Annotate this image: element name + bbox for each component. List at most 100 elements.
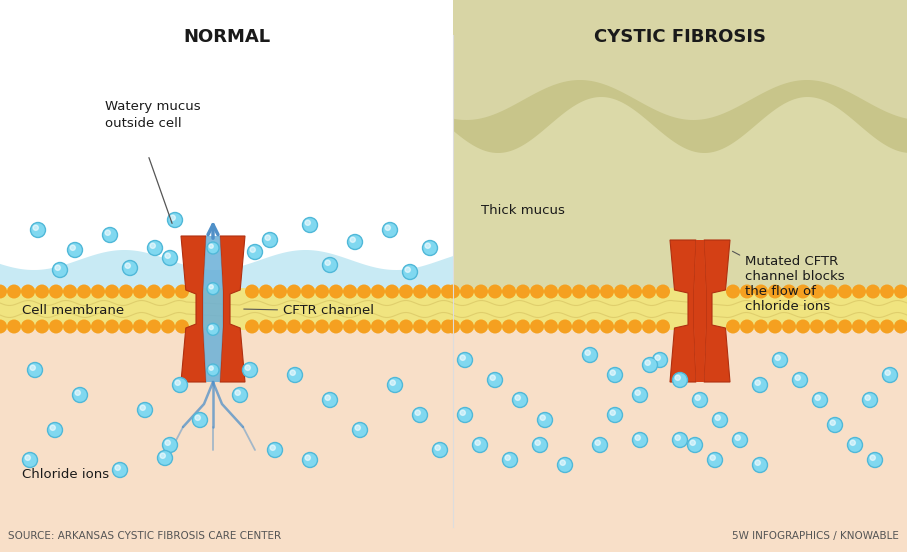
Circle shape <box>652 353 668 368</box>
Circle shape <box>610 370 615 375</box>
Circle shape <box>446 284 460 299</box>
Circle shape <box>102 227 118 242</box>
Circle shape <box>413 284 427 299</box>
Polygon shape <box>704 240 730 382</box>
Circle shape <box>122 261 138 275</box>
Circle shape <box>210 366 213 370</box>
Circle shape <box>672 373 688 388</box>
Circle shape <box>21 320 35 333</box>
Circle shape <box>726 320 740 333</box>
Text: Thick mucus: Thick mucus <box>481 204 565 216</box>
Circle shape <box>693 392 707 407</box>
Circle shape <box>49 320 63 333</box>
Circle shape <box>168 213 182 227</box>
Circle shape <box>488 320 502 333</box>
Circle shape <box>502 284 516 299</box>
Circle shape <box>675 375 680 380</box>
Circle shape <box>119 284 133 299</box>
Circle shape <box>460 410 465 415</box>
Polygon shape <box>0 45 453 288</box>
Circle shape <box>515 395 521 400</box>
Circle shape <box>838 320 852 333</box>
Circle shape <box>585 350 590 355</box>
Circle shape <box>165 253 171 258</box>
Circle shape <box>77 320 91 333</box>
Circle shape <box>753 378 767 392</box>
Circle shape <box>161 320 175 333</box>
Circle shape <box>782 284 796 299</box>
Circle shape <box>754 284 768 299</box>
Text: Watery mucus
outside cell: Watery mucus outside cell <box>105 100 200 130</box>
Circle shape <box>210 244 213 248</box>
Text: CFTR channel: CFTR channel <box>244 305 374 317</box>
Circle shape <box>710 455 716 460</box>
Circle shape <box>405 267 410 272</box>
Circle shape <box>600 320 614 333</box>
Circle shape <box>63 284 77 299</box>
Circle shape <box>273 320 287 333</box>
Circle shape <box>125 263 131 268</box>
Polygon shape <box>694 240 706 382</box>
Circle shape <box>838 284 852 299</box>
Circle shape <box>207 323 219 335</box>
Circle shape <box>175 380 180 385</box>
Circle shape <box>824 320 838 333</box>
Circle shape <box>610 410 615 415</box>
Circle shape <box>690 440 696 445</box>
Circle shape <box>175 284 189 299</box>
Circle shape <box>768 284 782 299</box>
Circle shape <box>138 402 152 417</box>
Circle shape <box>572 284 586 299</box>
Circle shape <box>756 380 760 385</box>
Circle shape <box>301 284 315 299</box>
Circle shape <box>35 320 49 333</box>
Circle shape <box>635 435 640 440</box>
Text: Mutated CFTR
channel blocks
the flow of
chloride ions: Mutated CFTR channel blocks the flow of … <box>733 251 844 313</box>
Circle shape <box>357 284 371 299</box>
Circle shape <box>175 320 189 333</box>
Circle shape <box>793 373 807 388</box>
Circle shape <box>55 265 61 270</box>
Polygon shape <box>220 236 245 382</box>
Circle shape <box>894 284 907 299</box>
Circle shape <box>656 284 670 299</box>
Circle shape <box>305 455 310 460</box>
Circle shape <box>268 443 282 458</box>
Circle shape <box>675 435 680 440</box>
Circle shape <box>460 284 474 299</box>
Circle shape <box>119 320 133 333</box>
Circle shape <box>259 284 273 299</box>
Circle shape <box>558 320 572 333</box>
Circle shape <box>105 284 119 299</box>
Circle shape <box>262 232 278 247</box>
Circle shape <box>866 320 880 333</box>
Circle shape <box>756 460 760 465</box>
Circle shape <box>740 284 754 299</box>
Circle shape <box>265 235 270 240</box>
Circle shape <box>350 237 356 242</box>
Circle shape <box>544 284 558 299</box>
Polygon shape <box>0 250 453 288</box>
Circle shape <box>207 364 219 376</box>
Circle shape <box>171 215 175 220</box>
Circle shape <box>413 407 427 422</box>
Circle shape <box>541 415 545 421</box>
Circle shape <box>161 284 175 299</box>
Circle shape <box>883 368 898 383</box>
Circle shape <box>532 438 548 453</box>
Circle shape <box>49 284 63 299</box>
Circle shape <box>105 320 119 333</box>
Circle shape <box>773 353 787 368</box>
Polygon shape <box>0 330 453 552</box>
Circle shape <box>245 320 259 333</box>
Circle shape <box>7 284 21 299</box>
Polygon shape <box>453 45 907 288</box>
Circle shape <box>502 453 518 468</box>
Circle shape <box>25 455 30 460</box>
Circle shape <box>207 283 219 295</box>
Polygon shape <box>181 236 206 382</box>
Circle shape <box>34 225 38 230</box>
Circle shape <box>371 320 385 333</box>
Circle shape <box>863 392 877 407</box>
Circle shape <box>530 284 544 299</box>
